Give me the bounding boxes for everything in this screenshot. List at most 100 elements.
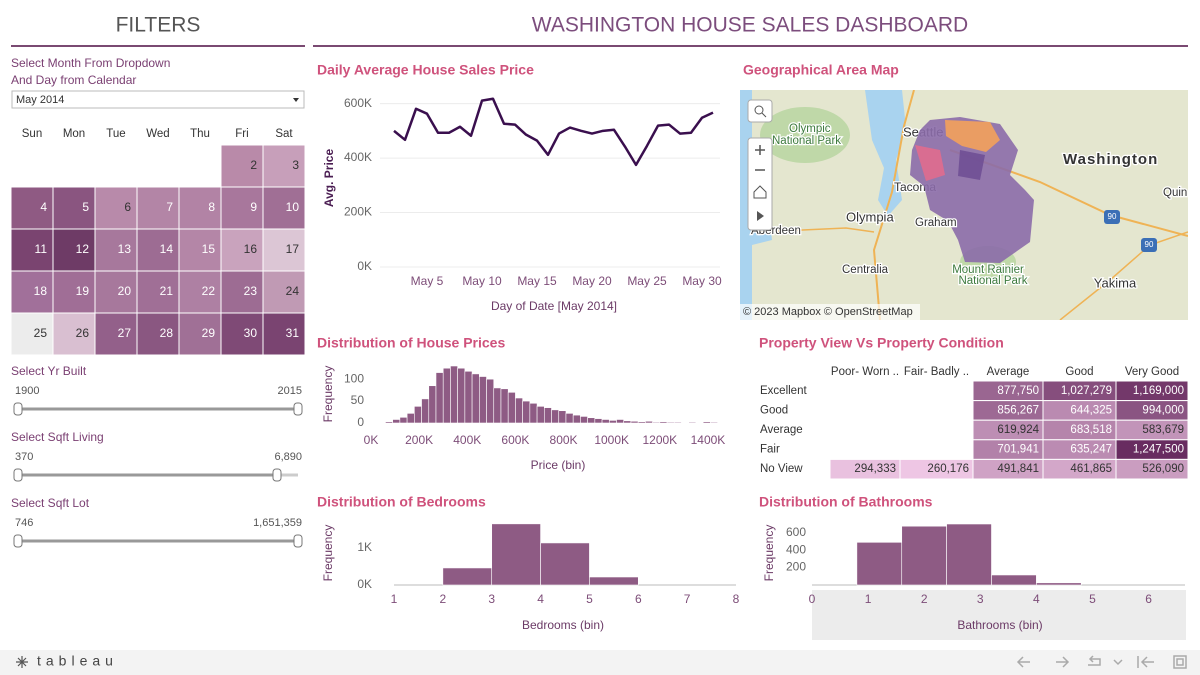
day-cell[interactable] — [136, 312, 180, 356]
footer-nav[interactable] — [1016, 655, 1187, 669]
x-tick-label: May 5 — [411, 274, 444, 288]
day-cell[interactable] — [94, 228, 138, 272]
day-label[interactable]: 15 — [202, 242, 216, 256]
day-label[interactable]: 31 — [286, 326, 300, 340]
histogram-bar — [666, 421, 675, 424]
day-label[interactable]: 12 — [76, 242, 90, 256]
map[interactable]: Olympic National Park Seattle Tacoma Was… — [740, 90, 1188, 320]
day-label[interactable]: 2 — [250, 158, 257, 172]
day-label[interactable]: 22 — [202, 284, 216, 298]
histogram-bar — [946, 523, 992, 586]
map-controls[interactable] — [747, 99, 773, 231]
day-label[interactable]: 25 — [34, 326, 48, 340]
day-cell[interactable] — [94, 312, 138, 356]
nav-reset[interactable] — [1137, 656, 1154, 668]
dropdown-arrow[interactable] — [293, 98, 299, 102]
slider-handle[interactable] — [13, 534, 23, 548]
histogram-bar — [486, 378, 495, 424]
day-label[interactable]: 14 — [160, 242, 174, 256]
day-label[interactable]: 7 — [166, 200, 173, 214]
park-area — [760, 107, 850, 163]
y-tick-label: 0K — [357, 577, 372, 591]
day-cell[interactable] — [178, 312, 222, 356]
tableau-logo[interactable]: tableau — [37, 653, 118, 669]
day-label[interactable]: 5 — [82, 200, 89, 214]
day-label[interactable]: 29 — [202, 326, 216, 340]
weekday-label: Thu — [190, 128, 210, 140]
day-label[interactable]: 10 — [286, 200, 300, 214]
day-label[interactable]: 18 — [34, 284, 48, 298]
day-label[interactable]: 17 — [286, 242, 300, 256]
day-label[interactable]: 21 — [160, 284, 174, 298]
day-label[interactable]: 26 — [76, 326, 90, 340]
day-label[interactable]: 8 — [208, 200, 215, 214]
day-label[interactable]: 20 — [118, 284, 132, 298]
day-label[interactable]: 19 — [76, 284, 90, 298]
histogram-bar — [652, 421, 661, 424]
histogram-bar — [551, 409, 560, 424]
slider-handle[interactable] — [293, 534, 303, 548]
icon — [755, 145, 765, 171]
day-cell[interactable] — [262, 228, 306, 272]
day-label[interactable]: 13 — [118, 242, 132, 256]
day-cell[interactable] — [178, 186, 222, 230]
cell-value: 294,333 — [854, 463, 896, 475]
cell-value: 461,865 — [1070, 463, 1112, 475]
day-cell[interactable] — [136, 186, 180, 230]
day-label[interactable]: 6 — [124, 200, 131, 214]
nav-undo[interactable] — [1016, 656, 1030, 668]
day-cell[interactable] — [262, 144, 306, 188]
area-polygon[interactable] — [915, 145, 945, 181]
day-cell[interactable] — [262, 270, 306, 314]
day-cell[interactable] — [10, 270, 54, 314]
slider-max: 1,651,359 — [253, 517, 302, 529]
day-label[interactable]: 9 — [250, 200, 257, 214]
slider-handle[interactable] — [13, 468, 23, 482]
day-cell[interactable] — [220, 312, 264, 356]
day-cell[interactable] — [178, 228, 222, 272]
histogram-bar — [637, 421, 646, 424]
weekday-label: Mon — [63, 128, 85, 140]
day-cell[interactable] — [94, 186, 138, 230]
weekday-label: Wed — [146, 128, 169, 140]
day-cell[interactable] — [136, 228, 180, 272]
nav-redo[interactable] — [1056, 656, 1070, 668]
day-cell[interactable] — [52, 228, 96, 272]
y-tick-label: 1K — [357, 540, 372, 554]
day-cell[interactable] — [262, 312, 306, 356]
section-title: Distribution of Bedrooms — [317, 494, 486, 510]
month-dropdown[interactable]: May 2014 — [11, 90, 305, 109]
nav-fullscreen[interactable] — [1173, 655, 1187, 669]
slider-handle[interactable] — [272, 468, 282, 482]
day-label[interactable]: 27 — [118, 326, 132, 340]
area-polygon[interactable] — [958, 150, 985, 180]
histogram-bar — [1036, 582, 1082, 586]
slider-handle[interactable] — [293, 402, 303, 416]
day-cell[interactable] — [10, 312, 54, 356]
dropdown-box[interactable] — [11, 90, 305, 109]
nav-menu[interactable] — [1113, 659, 1123, 666]
weekday-label: Tue — [106, 128, 125, 140]
day-label[interactable]: 3 — [292, 158, 299, 172]
day-cell[interactable] — [52, 270, 96, 314]
day-label[interactable]: 4 — [40, 200, 47, 214]
area-polygon[interactable] — [910, 117, 1034, 263]
day-label[interactable]: 23 — [244, 284, 258, 298]
column-header: Very Good — [1125, 366, 1179, 378]
day-label[interactable]: 16 — [244, 242, 258, 256]
nav-revert[interactable] — [1088, 655, 1101, 666]
day-label[interactable]: 24 — [286, 284, 300, 298]
map-toolbar[interactable] — [747, 137, 773, 231]
histogram-bar — [479, 376, 487, 424]
day-cell[interactable] — [220, 186, 264, 230]
day-label[interactable]: 30 — [244, 326, 258, 340]
histogram-bar — [442, 367, 451, 424]
map-search[interactable] — [747, 99, 773, 123]
day-cell[interactable] — [10, 228, 54, 272]
day-label[interactable]: 11 — [35, 242, 48, 256]
section-title: Distribution of House Prices — [317, 335, 505, 351]
dropdown-value[interactable]: May 2014 — [16, 94, 64, 106]
area-polygon[interactable] — [945, 120, 1000, 152]
day-label[interactable]: 28 — [160, 326, 174, 340]
slider-handle[interactable] — [13, 402, 23, 416]
